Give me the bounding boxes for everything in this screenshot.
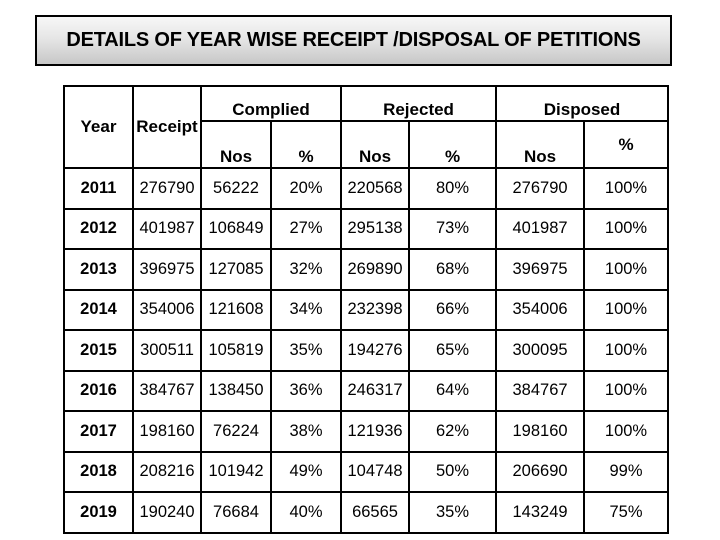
- cell-year: 2016: [63, 369, 134, 412]
- cell-receipt: 396975: [132, 248, 202, 291]
- cell-rejected-nos: 295138: [340, 207, 411, 250]
- header-rejected: Rejected: [340, 85, 498, 122]
- cell-complied-pct: 34%: [269, 288, 343, 331]
- cell-rejected-nos: 66565: [340, 491, 411, 534]
- cell-receipt: 401987: [132, 207, 202, 250]
- cell-disposed-nos: 401987: [495, 207, 586, 250]
- cell-rejected-nos: 220568: [340, 167, 411, 210]
- cell-receipt: 190240: [132, 491, 202, 534]
- header-disposed: Disposed: [495, 85, 670, 122]
- cell-disposed-pct: 100%: [583, 410, 670, 453]
- cell-disposed-nos: 396975: [495, 248, 586, 291]
- table-row: 2018 208216 101942 49% 104748 50% 206690…: [63, 450, 670, 493]
- cell-rejected-nos: 194276: [340, 329, 411, 372]
- cell-year: 2018: [63, 450, 134, 493]
- cell-rejected-nos: 104748: [340, 450, 411, 493]
- petitions-table: Year Receipt Complied Rejected Disposed …: [63, 85, 670, 534]
- cell-disposed-nos: 354006: [495, 288, 586, 331]
- cell-disposed-pct: 100%: [583, 369, 670, 412]
- cell-complied-nos: 121608: [200, 288, 272, 331]
- cell-complied-nos: 76684: [200, 491, 272, 534]
- cell-rejected-pct: 65%: [408, 329, 498, 372]
- cell-year: 2019: [63, 491, 134, 534]
- table-row: 2013 396975 127085 32% 269890 68% 396975…: [63, 248, 670, 291]
- cell-complied-nos: 127085: [200, 248, 272, 291]
- cell-rejected-pct: 62%: [408, 410, 498, 453]
- cell-rejected-nos: 269890: [340, 248, 411, 291]
- cell-rejected-pct: 35%: [408, 491, 498, 534]
- cell-complied-nos: 106849: [200, 207, 272, 250]
- cell-complied-pct: 49%: [269, 450, 343, 493]
- cell-receipt: 384767: [132, 369, 202, 412]
- cell-disposed-pct: 99%: [583, 450, 670, 493]
- cell-rejected-nos: 232398: [340, 288, 411, 331]
- cell-complied-pct: 20%: [269, 167, 343, 210]
- header-complied: Complied: [199, 85, 343, 122]
- cell-disposed-nos: 198160: [495, 410, 586, 453]
- header-year: Year: [63, 85, 134, 169]
- cell-rejected-pct: 50%: [408, 450, 498, 493]
- cell-complied-nos: 76224: [200, 410, 272, 453]
- cell-disposed-pct: 100%: [583, 167, 670, 210]
- cell-complied-pct: 36%: [269, 369, 343, 412]
- header-disposed-pct: %: [583, 120, 670, 169]
- cell-year: 2014: [63, 288, 134, 331]
- cell-complied-nos: 101942: [200, 450, 272, 493]
- cell-rejected-nos: 246317: [340, 369, 411, 412]
- cell-disposed-pct: 100%: [583, 288, 670, 331]
- header-disposed-nos: Nos: [495, 120, 586, 169]
- table-row: 2019 190240 76684 40% 66565 35% 143249 7…: [63, 491, 670, 534]
- cell-complied-nos: 105819: [200, 329, 272, 372]
- cell-disposed-nos: 206690: [495, 450, 586, 493]
- table-row: 2012 401987 106849 27% 295138 73% 401987…: [63, 207, 670, 250]
- cell-receipt: 354006: [132, 288, 202, 331]
- cell-rejected-pct: 80%: [408, 167, 498, 210]
- cell-disposed-pct: 100%: [583, 207, 670, 250]
- cell-rejected-pct: 66%: [408, 288, 498, 331]
- cell-rejected-pct: 64%: [408, 369, 498, 412]
- header-rejected-pct: %: [408, 120, 498, 169]
- cell-complied-pct: 40%: [269, 491, 343, 534]
- table-row: 2017 198160 76224 38% 121936 62% 198160 …: [63, 410, 670, 453]
- header-row-sub: Nos % Nos % Nos %: [64, 120, 670, 169]
- cell-year: 2012: [63, 207, 134, 250]
- cell-receipt: 300511: [132, 329, 202, 372]
- cell-disposed-nos: 143249: [495, 491, 586, 534]
- cell-receipt: 276790: [132, 167, 202, 210]
- cell-disposed-pct: 75%: [583, 491, 670, 534]
- cell-complied-nos: 138450: [200, 369, 272, 412]
- cell-receipt: 198160: [132, 410, 202, 453]
- page-title: DETAILS OF YEAR WISE RECEIPT /DISPOSAL O…: [66, 29, 641, 51]
- cell-disposed-pct: 100%: [583, 329, 670, 372]
- cell-year: 2015: [63, 329, 134, 372]
- table-row: 2015 300511 105819 35% 194276 65% 300095…: [63, 329, 670, 372]
- cell-complied-nos: 56222: [200, 167, 272, 210]
- table-row: 2016 384767 138450 36% 246317 64% 384767…: [63, 369, 670, 412]
- cell-complied-pct: 38%: [269, 410, 343, 453]
- header-complied-pct: %: [269, 120, 343, 169]
- cell-disposed-nos: 300095: [495, 329, 586, 372]
- cell-rejected-nos: 121936: [340, 410, 411, 453]
- header-complied-nos: Nos: [200, 120, 272, 169]
- cell-complied-pct: 32%: [269, 248, 343, 291]
- cell-disposed-nos: 276790: [495, 167, 586, 210]
- table-row: 2011 276790 56222 20% 220568 80% 276790 …: [63, 167, 670, 210]
- cell-rejected-pct: 68%: [408, 248, 498, 291]
- cell-receipt: 208216: [132, 450, 202, 493]
- table-row: 2014 354006 121608 34% 232398 66% 354006…: [63, 288, 670, 331]
- cell-year: 2013: [63, 248, 134, 291]
- header-receipt: Receipt: [132, 85, 202, 169]
- cell-year: 2011: [63, 167, 134, 210]
- cell-complied-pct: 35%: [269, 329, 343, 372]
- cell-disposed-pct: 100%: [583, 248, 670, 291]
- header-row-groups: Year Receipt Complied Rejected Disposed: [63, 85, 670, 169]
- cell-complied-pct: 27%: [269, 207, 343, 250]
- cell-year: 2017: [63, 410, 134, 453]
- cell-rejected-pct: 73%: [408, 207, 498, 250]
- header-rejected-nos: Nos: [340, 120, 411, 169]
- title-banner: DETAILS OF YEAR WISE RECEIPT /DISPOSAL O…: [35, 15, 672, 66]
- cell-disposed-nos: 384767: [495, 369, 586, 412]
